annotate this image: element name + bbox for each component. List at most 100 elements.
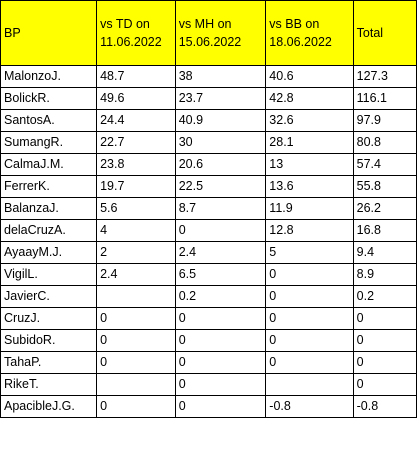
header-bp-label: BP — [4, 26, 21, 40]
cell-vs-bb: 40.6 — [265, 65, 354, 88]
cell-vs-td: 2 — [96, 241, 176, 264]
cell-vs-td: 0 — [96, 395, 176, 418]
cell-player: JavierC. — [0, 285, 98, 308]
cell-vs-td: 19.7 — [96, 175, 176, 198]
cell-player: CruzJ. — [0, 307, 98, 330]
cell-player: SumangR. — [0, 131, 98, 154]
cell-player: MalonzoJ. — [0, 65, 98, 88]
cell-player: RikeT. — [0, 373, 98, 396]
cell-vs-bb: 12.8 — [265, 219, 354, 242]
cell-total: 57.4 — [352, 153, 418, 176]
table-row: BalanzaJ. 5.6 8.7 11.9 26.2 — [0, 197, 418, 220]
cell-player: SantosA. — [0, 109, 98, 132]
cell-vs-bb: 0 — [265, 307, 354, 330]
cell-vs-mh: 40.9 — [174, 109, 267, 132]
header-vs-bb-line2: 18.06.2022 — [269, 35, 332, 49]
cell-vs-mh: 20.6 — [174, 153, 267, 176]
cell-total: 0 — [352, 307, 418, 330]
header-vs-td-line1: vs TD on — [100, 17, 150, 31]
cell-player: VigilL. — [0, 263, 98, 286]
cell-vs-td: 0 — [96, 329, 176, 352]
cell-vs-bb: 0 — [265, 263, 354, 286]
cell-vs-td — [96, 285, 176, 308]
cell-total: 0 — [352, 373, 418, 396]
table-row: RikeT. 0 0 — [0, 373, 418, 396]
header-vs-bb-line1: vs BB on — [269, 17, 320, 31]
cell-total: 116.1 — [352, 87, 418, 110]
cell-vs-td: 49.6 — [96, 87, 176, 110]
cell-player: ApacibleJ.G. — [0, 395, 98, 418]
cell-vs-td: 23.8 — [96, 153, 176, 176]
cell-vs-td: 2.4 — [96, 263, 176, 286]
cell-vs-mh: 22.5 — [174, 175, 267, 198]
header-vs-td-line2: 11.06.2022 — [100, 35, 162, 49]
cell-total: -0.8 — [352, 395, 418, 418]
cell-vs-mh: 0 — [174, 329, 267, 352]
cell-vs-mh: 2.4 — [174, 241, 267, 264]
cell-vs-mh: 0 — [174, 395, 267, 418]
cell-vs-td: 22.7 — [96, 131, 176, 154]
cell-vs-mh: 23.7 — [174, 87, 267, 110]
cell-player: CalmaJ.M. — [0, 153, 98, 176]
cell-vs-td: 5.6 — [96, 197, 176, 220]
table-row: AyaayM.J. 2 2.4 5 9.4 — [0, 241, 418, 264]
cell-vs-mh: 6.5 — [174, 263, 267, 286]
cell-total: 0 — [352, 351, 418, 374]
cell-player: FerrerK. — [0, 175, 98, 198]
cell-vs-bb: 0 — [265, 285, 354, 308]
cell-vs-td — [96, 373, 176, 396]
cell-vs-mh: 0 — [174, 373, 267, 396]
table-row: CalmaJ.M. 23.8 20.6 13 57.4 — [0, 153, 418, 176]
header-total-label: Total — [356, 26, 384, 40]
cell-player: delaCruzA. — [0, 219, 98, 242]
header-total: Total — [352, 0, 418, 66]
header-vs-mh-line2: 15.06.2022 — [178, 35, 242, 49]
table-row: SumangR. 22.7 30 28.1 80.8 — [0, 131, 418, 154]
table-row: BolickR. 49.6 23.7 42.8 116.1 — [0, 87, 418, 110]
cell-player: TahaP. — [0, 351, 98, 374]
header-vs-mh-line1: vs MH on — [178, 17, 232, 31]
header-row: BP vs TD on 11.06.2022 vs MH on 15.06.2022… — [0, 0, 418, 66]
header-vs-td: vs TD on 11.06.2022 — [96, 0, 176, 66]
table-row: TahaP. 0 0 0 0 — [0, 351, 418, 374]
cell-total: 55.8 — [352, 175, 418, 198]
bp-stats-table: BP vs TD on 11.06.2022 vs MH on 15.06.2022… — [0, 0, 418, 418]
cell-vs-bb: 5 — [265, 241, 354, 264]
cell-player: BolickR. — [0, 87, 98, 110]
cell-vs-mh: 0 — [174, 351, 267, 374]
table-row: SantosA. 24.4 40.9 32.6 97.9 — [0, 109, 418, 132]
cell-total: 9.4 — [352, 241, 418, 264]
cell-vs-td: 48.7 — [96, 65, 176, 88]
cell-vs-bb: 42.8 — [265, 87, 354, 110]
table-row: VigilL. 2.4 6.5 0 8.9 — [0, 263, 418, 286]
cell-vs-bb — [265, 373, 354, 396]
table-row: FerrerK. 19.7 22.5 13.6 55.8 — [0, 175, 418, 198]
cell-vs-mh: 38 — [174, 65, 267, 88]
cell-vs-td: 0 — [96, 351, 176, 374]
cell-vs-bb: 0 — [265, 351, 354, 374]
table-row: CruzJ. 0 0 0 0 — [0, 307, 418, 330]
cell-total: 0 — [352, 329, 418, 352]
cell-vs-mh: 8.7 — [174, 197, 267, 220]
cell-total: 8.9 — [352, 263, 418, 286]
cell-vs-td: 24.4 — [96, 109, 176, 132]
cell-total: 26.2 — [352, 197, 418, 220]
cell-total: 80.8 — [352, 131, 418, 154]
cell-vs-bb: 13 — [265, 153, 354, 176]
cell-player: BalanzaJ. — [0, 197, 98, 220]
cell-vs-td: 4 — [96, 219, 176, 242]
table-row: ApacibleJ.G. 0 0 -0.8 -0.8 — [0, 395, 418, 418]
cell-vs-mh: 0 — [174, 307, 267, 330]
cell-vs-mh: 0.2 — [174, 285, 267, 308]
cell-vs-bb: 0 — [265, 329, 354, 352]
table-row: delaCruzA. 4 0 12.8 16.8 — [0, 219, 418, 242]
cell-total: 16.8 — [352, 219, 418, 242]
table-row: MalonzoJ. 48.7 38 40.6 127.3 — [0, 65, 418, 88]
cell-player: AyaayM.J. — [0, 241, 98, 264]
cell-vs-bb: 28.1 — [265, 131, 354, 154]
cell-player: SubidoR. — [0, 329, 98, 352]
cell-total: 97.9 — [352, 109, 418, 132]
cell-total: 0.2 — [352, 285, 418, 308]
cell-vs-td: 0 — [96, 307, 176, 330]
cell-total: 127.3 — [352, 65, 418, 88]
